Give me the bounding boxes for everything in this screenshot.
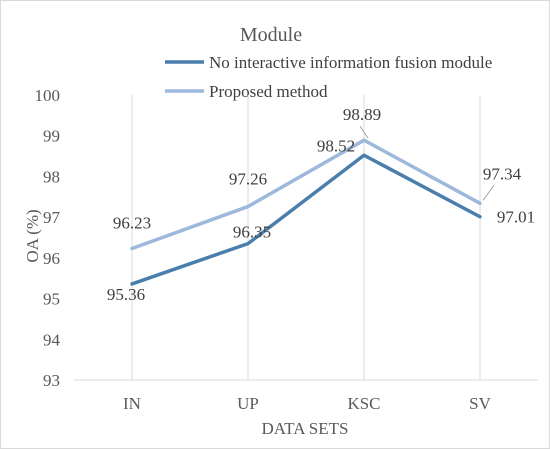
y-tick-label: 98	[43, 167, 60, 186]
x-tick-label: IN	[123, 394, 141, 413]
data-label: 97.34	[483, 164, 522, 183]
y-tick-label: 100	[35, 86, 61, 105]
chart-title: Module	[240, 24, 302, 46]
y-tick-label: 94	[43, 330, 61, 349]
series-line	[130, 153, 482, 286]
data-label: 97.01	[497, 208, 535, 227]
data-label: 96.35	[233, 223, 271, 242]
data-label: 97.26	[229, 170, 267, 189]
series-line	[130, 138, 482, 251]
data-label: 98.89	[343, 105, 381, 124]
data-labels: 95.36 96.35 98.52 97.01 96.23 97.26 98.89 97.34	[107, 105, 535, 304]
y-tick-label: 97	[43, 208, 61, 227]
y-tick-label: 99	[43, 127, 60, 146]
x-axis-title: DATA SETS	[262, 419, 349, 438]
legend-label: No interactive information fusion module	[209, 53, 492, 72]
data-label: 96.23	[113, 213, 151, 232]
x-tick-label: SV	[469, 394, 491, 413]
label-leader-line	[359, 125, 369, 139]
data-label: 98.52	[317, 136, 355, 155]
y-tick-label: 96	[43, 249, 60, 268]
y-axis-title: OA (%)	[23, 209, 42, 262]
data-label: 95.36	[107, 285, 145, 304]
y-tick-label: 93	[43, 371, 60, 390]
x-axis-ticks: IN UP KSC SV	[123, 394, 492, 413]
x-tick-label: KSC	[347, 394, 380, 413]
series-lines	[130, 138, 482, 286]
gridlines	[131, 95, 481, 380]
legend-label: Proposed method	[209, 82, 328, 101]
label-leader-line	[482, 185, 495, 201]
y-axis-ticks: 93 94 95 96 97 98 99 100	[35, 86, 61, 390]
y-tick-label: 95	[43, 290, 60, 309]
legend: No interactive information fusion module…	[165, 53, 492, 101]
x-tick-label: UP	[237, 394, 259, 413]
